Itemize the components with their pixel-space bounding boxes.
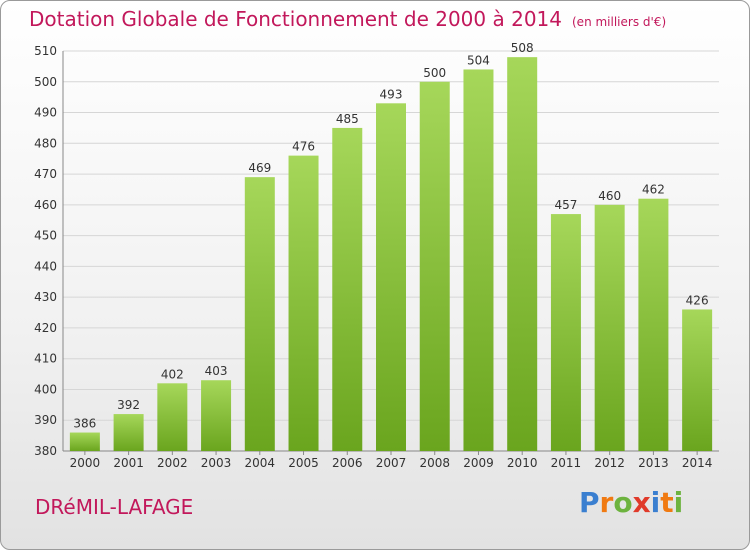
x-tick-label: 2005 <box>288 456 319 470</box>
x-tick-label: 2000 <box>70 456 101 470</box>
y-tick-label: 410 <box>34 352 57 366</box>
bar <box>682 309 713 451</box>
x-tick-label: 2013 <box>638 456 669 470</box>
logo-letter: t <box>660 486 674 519</box>
bar <box>157 383 188 451</box>
chart-title: Dotation Globale de Fonctionnement de 20… <box>29 7 562 31</box>
y-tick-label: 390 <box>34 413 57 427</box>
y-tick-label: 480 <box>34 136 57 150</box>
y-tick-label: 460 <box>34 198 57 212</box>
bar <box>113 414 144 451</box>
bar <box>419 81 450 452</box>
logo-letter: x <box>632 486 651 519</box>
bar-value-label: 402 <box>161 367 184 381</box>
x-tick-label: 2012 <box>594 456 625 470</box>
x-tick-label: 2002 <box>157 456 188 470</box>
x-tick-label: 2007 <box>376 456 407 470</box>
bar-chart: 380 390 400 410 420 430 440 450 460 470 480 490 500 5… <box>34 41 719 470</box>
bar <box>376 103 406 452</box>
y-tick-label: 510 <box>34 44 57 58</box>
bar <box>244 177 275 451</box>
unit-note: (en milliers d'€) <box>572 15 667 29</box>
bar-value-label: 500 <box>423 66 446 80</box>
bar <box>507 57 538 452</box>
bar-value-label: 469 <box>248 161 271 175</box>
chart-title-block: Dotation Globale de Fonctionnement de 20… <box>29 7 666 31</box>
logo-letter: P <box>579 486 600 519</box>
bar <box>288 155 319 451</box>
x-tick-label: 2004 <box>245 456 276 470</box>
logo-letter: r <box>599 486 614 519</box>
bar <box>201 380 232 451</box>
y-tick-label: 450 <box>34 229 57 243</box>
y-tick-label: 430 <box>34 290 57 304</box>
x-tick-label: 2008 <box>419 456 450 470</box>
y-axis: 380 390 400 410 420 430 440 450 460 470 480 490 500 5… <box>34 44 719 458</box>
bar <box>594 204 625 451</box>
x-tick-label: 2009 <box>463 456 494 470</box>
bar-value-label: 426 <box>686 293 709 307</box>
y-tick-label: 470 <box>34 167 57 181</box>
y-tick-label: 380 <box>34 444 57 458</box>
bar-value-label: 493 <box>380 87 403 101</box>
bar <box>550 214 581 451</box>
bar <box>638 198 669 451</box>
bar-value-label: 508 <box>511 41 534 55</box>
y-tick-label: 420 <box>34 321 57 335</box>
y-tick-label: 400 <box>34 382 57 396</box>
bar <box>463 69 494 451</box>
bar-value-label: 460 <box>598 189 621 203</box>
logo-letter: o <box>613 486 633 519</box>
bar-value-label: 504 <box>467 53 490 67</box>
bar-value-label: 462 <box>642 183 665 197</box>
bar-value-label: 386 <box>73 417 96 431</box>
y-tick-label: 500 <box>34 75 57 89</box>
logo-letter: i <box>673 486 684 519</box>
bar-value-label: 457 <box>554 198 577 212</box>
bar <box>332 127 363 451</box>
commune-name: DRéMIL-LAFAGE <box>35 495 194 519</box>
logo-letter: i <box>650 486 661 519</box>
proxiti-logo: Proxiti <box>579 486 683 519</box>
bars: 386 392 402 403 469 476 485 493 500 504 508 457 460 4… <box>69 41 713 452</box>
bar <box>69 432 100 451</box>
x-axis: 2000 2001 2002 2003 2004 2005 2006 2007 2008 2009… <box>70 451 713 470</box>
x-tick-label: 2010 <box>507 456 538 470</box>
x-tick-label: 2011 <box>551 456 582 470</box>
bar-value-label: 392 <box>117 398 140 412</box>
x-tick-label: 2006 <box>332 456 363 470</box>
bar-value-label: 476 <box>292 140 315 154</box>
bar-value-label: 485 <box>336 112 359 126</box>
y-tick-label: 440 <box>34 259 57 273</box>
x-tick-label: 2001 <box>113 456 144 470</box>
x-tick-label: 2014 <box>682 456 713 470</box>
x-tick-label: 2003 <box>201 456 232 470</box>
bar-value-label: 403 <box>205 364 228 378</box>
y-tick-label: 490 <box>34 106 57 120</box>
